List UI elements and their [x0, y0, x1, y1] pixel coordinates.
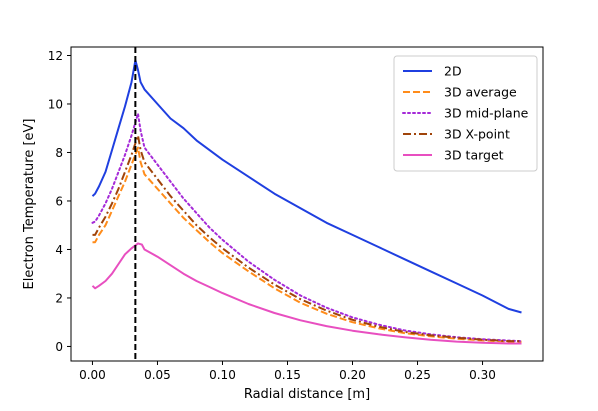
x-tick-label: 0.10: [209, 368, 236, 382]
x-axis-label: Radial distance [m]: [244, 387, 370, 402]
legend: 2D 3D average 3D mid-plane 3D X-point 3D tar…: [393, 55, 538, 172]
series-line-2d: [91, 59, 522, 314]
legend-label: 3D average: [444, 85, 517, 100]
x-tick-label: 0.30: [469, 368, 496, 382]
series-line-3d-mid-plane: [91, 112, 523, 343]
y-tick-label: 12: [48, 49, 63, 63]
axes-frame: [70, 46, 544, 362]
y-tick-label: 2: [55, 291, 63, 305]
plot-lines: [91, 59, 523, 345]
x-axis-ticks: 0.00 0.05 0.10 0.15 0.20 0.25 0.30: [79, 361, 496, 382]
y-axis-ticks: 0 2 4 6 8 10 12: [48, 49, 71, 354]
legend-label: 3D mid-plane: [444, 106, 529, 121]
series-line-3d-average: [92, 146, 522, 343]
x-tick-label: 0.15: [274, 368, 301, 382]
series-line-3d-target: [91, 242, 522, 345]
y-tick-label: 6: [55, 194, 63, 208]
y-tick-label: 8: [55, 146, 63, 160]
legend-label: 2D: [444, 64, 462, 79]
x-tick-label: 0.00: [79, 368, 106, 382]
x-tick-label: 0.20: [339, 368, 366, 382]
x-tick-label: 0.25: [404, 368, 431, 382]
y-tick-label: 10: [48, 97, 63, 111]
legend-label: 3D target: [444, 148, 504, 163]
x-tick-label: 0.05: [144, 368, 171, 382]
legend-label: 3D X-point: [444, 127, 510, 142]
legend-box: [393, 55, 538, 172]
y-tick-label: 4: [55, 243, 63, 257]
series-line-3d-x-point: [92, 134, 522, 343]
y-axis-label: Electron Temperature [eV]: [22, 119, 37, 290]
y-tick-label: 0: [55, 340, 63, 354]
